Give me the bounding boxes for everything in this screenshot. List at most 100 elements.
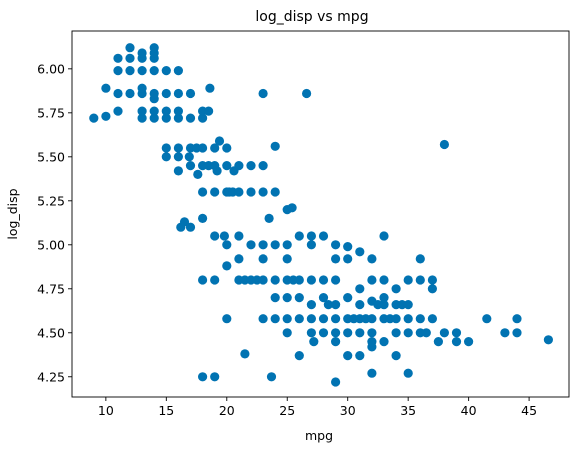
data-point-95	[258, 161, 268, 171]
data-point-189	[427, 275, 437, 285]
data-point-12	[137, 106, 147, 116]
data-point-168	[379, 275, 389, 285]
y-tick-label-0: 4.25	[37, 369, 65, 384]
data-point-139	[331, 254, 341, 264]
data-point-45	[185, 113, 196, 123]
data-point-158	[367, 328, 377, 338]
data-point-63	[210, 187, 220, 197]
data-point-128	[318, 314, 329, 324]
data-point-124	[306, 240, 316, 250]
x-tick-label-30: 30	[340, 403, 356, 418]
data-point-191	[439, 328, 449, 338]
data-point-157	[367, 337, 377, 347]
data-point-129	[318, 293, 329, 303]
data-point-115	[294, 314, 304, 324]
data-point-66	[212, 166, 222, 176]
data-point-71	[222, 240, 232, 250]
data-point-185	[415, 254, 425, 264]
data-point-199	[512, 314, 522, 324]
data-point-79	[234, 254, 244, 264]
x-tick-label-35: 35	[400, 403, 416, 418]
data-point-73	[222, 161, 232, 171]
data-point-46	[185, 88, 196, 99]
data-point-101	[270, 275, 280, 285]
data-point-8	[125, 66, 135, 76]
data-point-148	[355, 351, 365, 361]
data-point-107	[282, 293, 292, 303]
data-point-177	[403, 368, 413, 378]
data-point-25	[149, 43, 159, 53]
data-points	[89, 43, 554, 387]
data-point-91	[258, 275, 268, 285]
data-point-171	[391, 351, 401, 361]
data-point-179	[403, 314, 413, 324]
data-point-61	[210, 275, 220, 285]
data-point-106	[282, 314, 292, 324]
data-point-2	[101, 83, 111, 93]
data-point-58	[204, 106, 214, 116]
data-point-200	[543, 335, 554, 345]
data-point-119	[302, 88, 312, 99]
data-point-60	[210, 372, 220, 382]
data-point-135	[331, 328, 341, 338]
data-point-38	[173, 66, 183, 76]
data-point-93	[258, 240, 268, 250]
data-point-132	[323, 300, 333, 310]
data-point-184	[415, 275, 425, 285]
data-point-192	[439, 139, 449, 150]
data-point-29	[161, 106, 171, 116]
data-point-105	[282, 328, 292, 338]
data-point-65	[210, 143, 220, 153]
data-point-187	[427, 314, 437, 324]
data-point-114	[294, 351, 304, 361]
data-point-164	[379, 337, 389, 347]
data-point-97	[264, 213, 274, 223]
data-point-153	[355, 247, 365, 257]
data-point-26	[161, 152, 171, 162]
data-point-33	[173, 152, 183, 162]
data-point-136	[331, 314, 341, 324]
data-point-67	[214, 136, 225, 146]
data-point-144	[343, 293, 353, 303]
data-point-36	[173, 106, 183, 116]
data-point-175	[391, 284, 401, 294]
data-point-137	[331, 300, 341, 310]
data-point-133	[331, 377, 341, 387]
data-point-142	[343, 328, 353, 338]
data-point-92	[258, 254, 268, 264]
data-point-194	[451, 328, 462, 338]
data-point-94	[258, 187, 268, 197]
data-point-118	[294, 231, 304, 241]
y-tick-label-3: 5.00	[37, 237, 65, 252]
data-point-52	[198, 187, 208, 197]
data-point-98	[266, 372, 277, 382]
data-point-127	[318, 328, 329, 338]
x-tick-label-25: 25	[279, 403, 295, 418]
data-point-86	[246, 240, 256, 250]
data-point-149	[355, 328, 365, 338]
data-point-55	[198, 113, 208, 123]
data-point-7	[125, 88, 135, 99]
data-point-122	[306, 300, 316, 310]
data-point-126	[309, 337, 319, 347]
y-tick-label-1: 4.50	[37, 325, 65, 340]
data-point-195	[464, 337, 474, 347]
data-point-32	[173, 166, 183, 176]
y-tick-label-5: 5.50	[37, 149, 65, 164]
data-point-74	[222, 143, 232, 153]
x-axis: 10 15 20 25 30 35 40 45	[98, 397, 537, 418]
data-point-131	[318, 231, 329, 241]
data-point-151	[355, 300, 365, 310]
data-point-178	[403, 328, 413, 338]
data-point-109	[282, 254, 292, 264]
data-point-96	[258, 88, 268, 99]
data-point-37	[173, 88, 183, 99]
data-point-116	[294, 293, 304, 303]
data-point-123	[306, 275, 316, 285]
data-point-197	[500, 328, 510, 338]
data-point-10	[125, 43, 135, 53]
data-point-48	[193, 169, 203, 179]
data-point-183	[415, 314, 425, 324]
data-point-159	[367, 314, 377, 324]
